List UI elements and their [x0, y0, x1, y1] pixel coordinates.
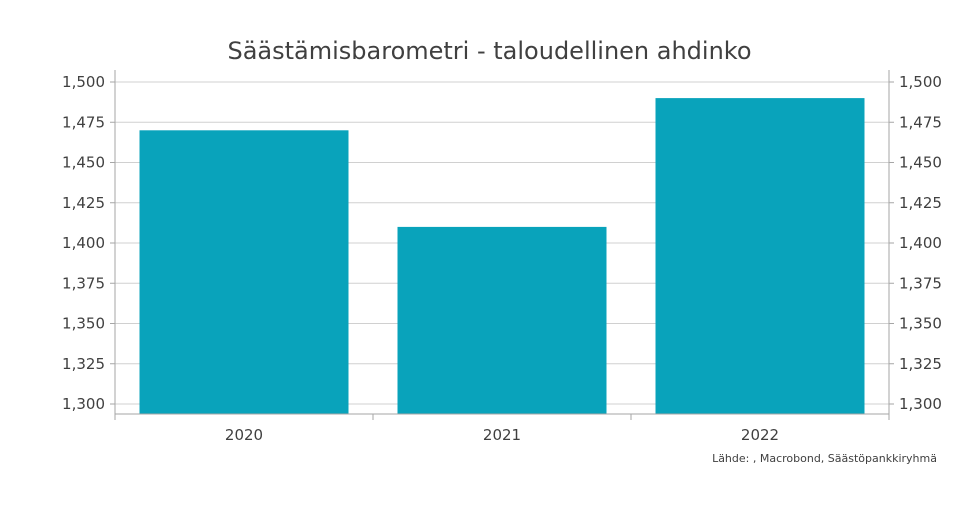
y-tick-label-left: 1,450 [62, 154, 105, 172]
y-tick-label-right: 1,350 [899, 315, 942, 333]
y-tick-label-left: 1,350 [62, 315, 105, 333]
bar [397, 226, 607, 414]
axes [110, 70, 894, 420]
y-tick-label-right: 1,450 [899, 154, 942, 172]
y-tick-label-right: 1,500 [899, 73, 942, 91]
y-tick-label-left: 1,400 [62, 234, 105, 252]
x-tick-label: 2021 [483, 426, 521, 444]
y-tick-label-right: 1,375 [899, 274, 942, 292]
y-tick-label-right: 1,400 [899, 234, 942, 252]
y-tick-label-left: 1,500 [62, 73, 105, 91]
bar [139, 130, 349, 415]
source-note: Lähde: , Macrobond, Säästöpankkiryhmä [712, 452, 937, 465]
x-tick-label: 2020 [225, 426, 263, 444]
y-tick-label-right: 1,325 [899, 355, 942, 373]
bars [139, 98, 865, 415]
chart-title: Säästämisbarometri - taloudellinen ahdin… [227, 37, 752, 65]
y-tick-label-left: 1,425 [62, 194, 105, 212]
y-tick-label-left: 1,375 [62, 274, 105, 292]
y-tick-label-right: 1,425 [899, 194, 942, 212]
y-tick-label-left: 1,325 [62, 355, 105, 373]
y-tick-label-right: 1,300 [899, 395, 942, 413]
bar [655, 98, 865, 414]
y-tick-label-left: 1,475 [62, 113, 105, 131]
tick-labels: 1,300 1,300 1,325 1,325 1,350 1,350 1,375 1,375… [62, 73, 942, 444]
x-tick-label: 2022 [741, 426, 779, 444]
y-tick-label-left: 1,300 [62, 395, 105, 413]
y-tick-label-right: 1,475 [899, 113, 942, 131]
